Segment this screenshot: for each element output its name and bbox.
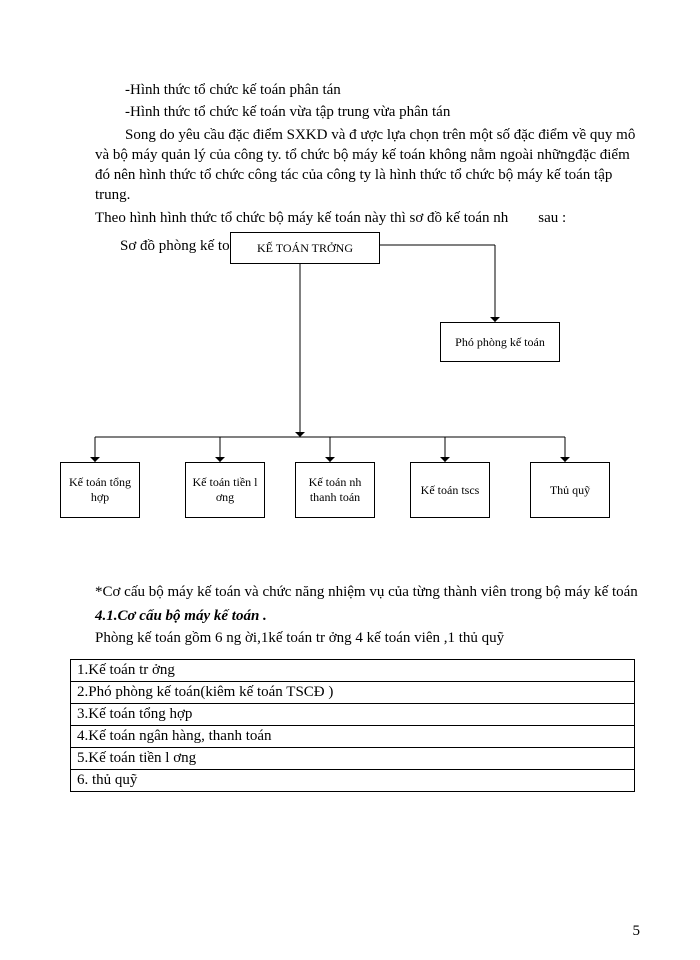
subheading-2: Phòng kế toán gồm 6 ng ời,1kế toán tr ởn… (95, 628, 640, 648)
heading-41: 4.1.Cơ cấu bộ máy kế toán . (95, 606, 640, 626)
bullet-1: -Hình thức tổ chức kế toán phân tán (125, 80, 640, 100)
para-1: Song do yêu cầu đặc điểm SXKD và đ ược l… (95, 125, 640, 206)
table-row: 2.Phó phòng kế toán(kiêm kế toán TSCĐ ) (71, 681, 635, 703)
roles-table: 1.Kế toán tr ởng2.Phó phòng kế toán(kiêm… (70, 659, 635, 792)
table-row: 5.Kế toán tiền l ơng (71, 747, 635, 769)
node-child-4: Kế toán tscs (410, 462, 490, 518)
table-row: 3.Kế toán tổng hợp (71, 703, 635, 725)
subheading-1: *Cơ cấu bộ máy kế toán và chức năng nhiệ… (95, 582, 640, 602)
node-child-5: Thủ quỹ (530, 462, 610, 518)
para-2: Theo hình hình thức tổ chức bộ máy kế to… (95, 208, 640, 228)
table-row: 1.Kế toán tr ởng (71, 659, 635, 681)
table-row: 4.Kế toán ngân hàng, thanh toán (71, 725, 635, 747)
table-row: 6. thủ quỹ (71, 769, 635, 791)
node-child-1: Kế toán tổng hợp (60, 462, 140, 518)
page-number: 5 (633, 923, 641, 940)
bullet-2: -Hình thức tổ chức kế toán vừa tập trung… (125, 102, 640, 122)
node-deputy: Phó phòng kế toán (440, 322, 560, 362)
node-child-3: Kế toán nh thanh toán (295, 462, 375, 518)
org-chart-diagram: Sơ đồ phòng kế to KẾ TOÁN TRỞNG Phó phòn… (70, 232, 640, 552)
node-root: KẾ TOÁN TRỞNG (230, 232, 380, 264)
node-child-2: Kế toán tiền l ơng (185, 462, 265, 518)
